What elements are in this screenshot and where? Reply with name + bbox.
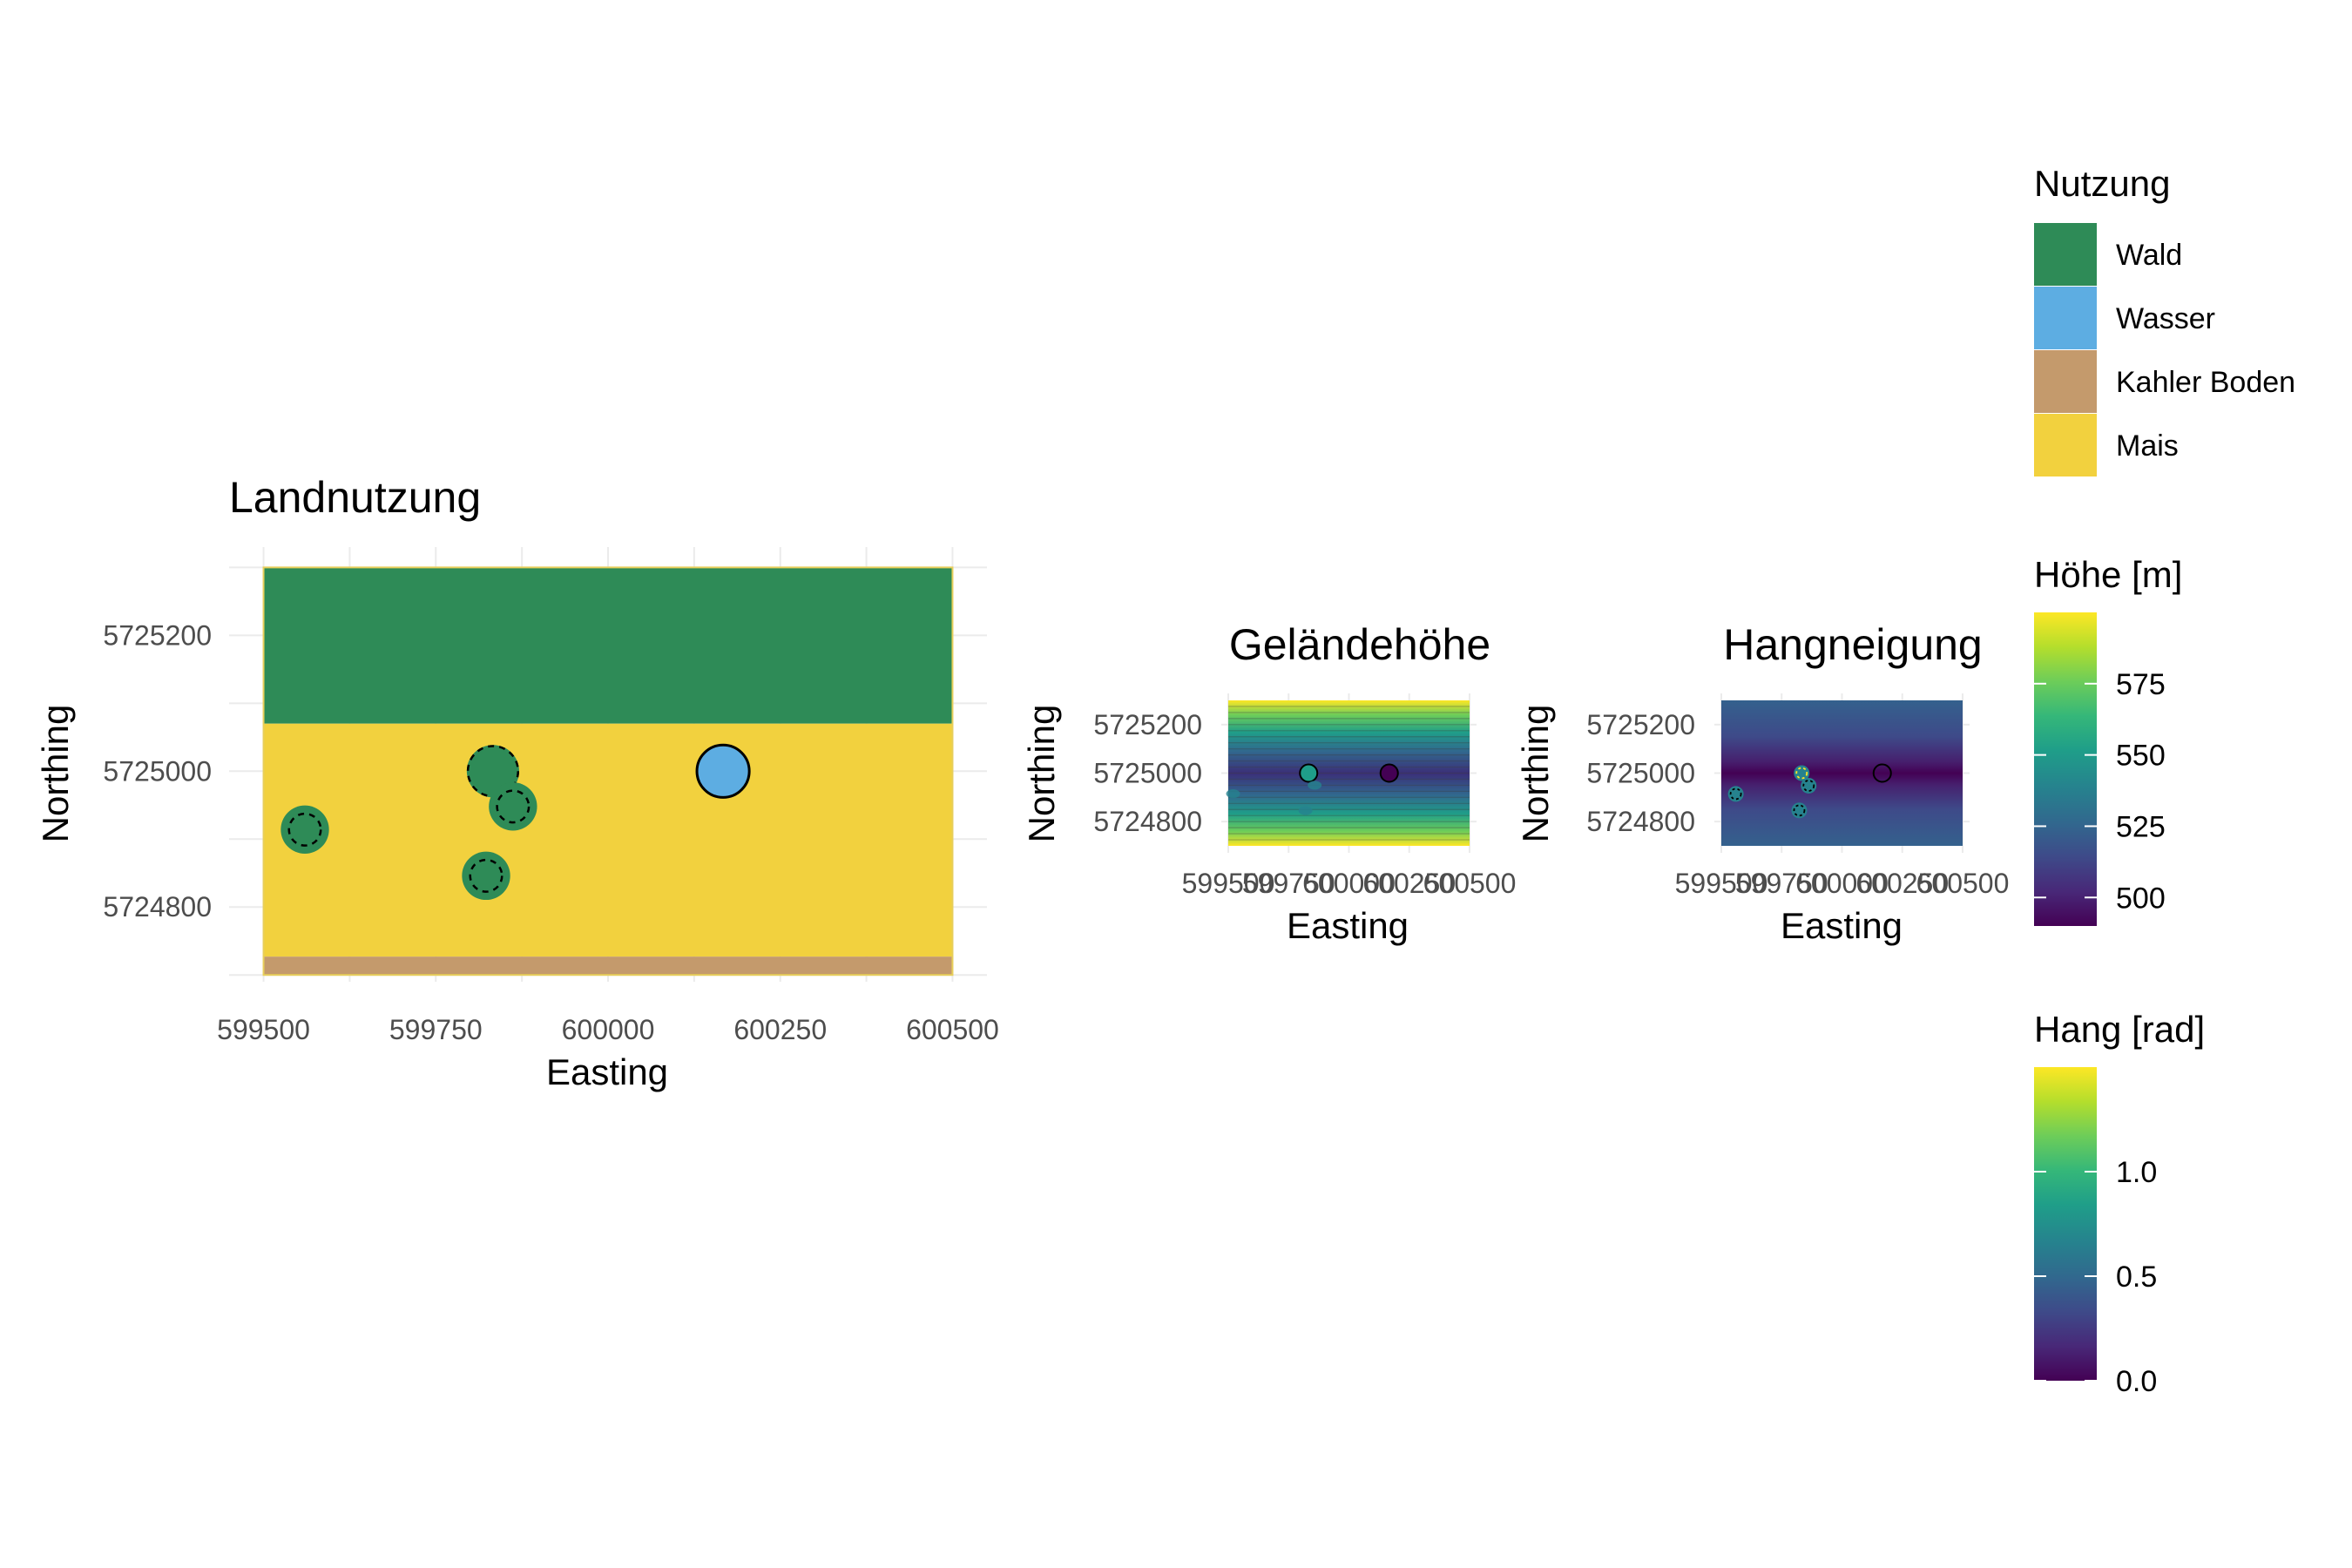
landnutzung-raster-border [262,566,954,977]
landnutzung-y-tick-label: 5724800 [103,891,212,923]
p2-x-tick-label: 600000 [1302,868,1396,899]
legend-hang-title: Hang [rad] [2034,1009,2205,1050]
landnutzung-x-tick-label: 599500 [217,1014,310,1045]
landnutzung-feature-dashed-outline [469,858,504,893]
legend-hang-colorbar [2034,1067,2097,1381]
hangneigung-panel: Hangneigung 5995005997506000006002506005… [1515,620,2009,946]
p2-y-tick-label: 5724800 [1093,806,1202,837]
hangneigung-point-outline [1802,780,1815,792]
p3-y-tick-label: 5724800 [1586,806,1695,837]
legend-hoehe-ticks: 500 525 550 575 [2034,668,2166,915]
landnutzung-y-axis-title: Northing [35,705,76,843]
p3-y-tick-label: 5725000 [1586,758,1695,789]
landnutzung-y-tick-label: 5725200 [103,619,212,651]
gelaendehoehe-x-axis-title: Easting [1287,905,1409,946]
gelaendehoehe-point [1379,763,1399,783]
gelaendehoehe-y-axis-title: Northing [1021,705,1062,843]
legend-hang-ticks: 0.0 0.5 1.0 [2034,1156,2157,1398]
legend-hoehe-tick-label: 525 [2116,810,2166,843]
legend-nutzung: Nutzung Wald Wasser Kahler Boden Mais [2034,163,2295,476]
hangneigung-point-outline [1729,787,1742,801]
landnutzung-title: Landnutzung [229,473,481,522]
legend-hang-tick-label: 1.0 [2116,1156,2157,1189]
landnutzung-y-ticks: 5724800 5725000 5725200 [103,619,212,923]
legend-nutzung-swatch [2034,350,2097,413]
legend-hang: Hang [rad] 0.0 0.5 1.0 [2034,1009,2205,1398]
hangneigung-raster [1721,700,1963,846]
landnutzung-zone-mais [263,723,953,957]
landnutzung-x-axis-title: Easting [546,1051,668,1092]
landnutzung-zone-kahler-boden [263,956,953,976]
landnutzung-panel: Landnutzung 599500 599750 600000 600250 6005… [35,473,999,1092]
gelaendehoehe-points [1226,763,1399,815]
hangneigung-point [1872,763,1892,783]
legend-hoehe-tick-label: 500 [2116,882,2166,915]
gelaendehoehe-raster [1228,700,1470,846]
legend-nutzung-label: Kahler Boden [2116,366,2295,399]
landnutzung-x-tick-label: 600000 [562,1014,655,1045]
p3-x-tick-label: 599500 [1675,868,1768,899]
landnutzung-x-tick-label: 600500 [906,1014,999,1045]
legend-nutzung-label: Wald [2116,239,2182,272]
landnutzung-x-tick-label: 600250 [733,1014,827,1045]
landnutzung-y-tick-label: 5725000 [103,755,212,787]
landnutzung-water-feature [695,743,751,799]
hangneigung-x-axis-title: Easting [1781,905,1903,946]
legend-hoehe-colorbar [2034,612,2097,926]
landnutzung-forest-feature [280,805,329,855]
gelaendehoehe-terrain-bump [1226,789,1240,799]
gelaendehoehe-terrain-bump [1298,806,1313,815]
hangneigung-point-outline [1795,767,1808,780]
landnutzung-feature-dashed-outline [287,812,322,847]
landnutzung-x-tick-label: 599750 [389,1014,483,1045]
legend-hoehe-tick-label: 550 [2116,740,2166,773]
legend-hang-tick-label: 0.0 [2116,1365,2157,1398]
hangneigung-y-ticks: 5724800 5725000 5725200 [1586,709,1695,837]
landnutzung-features [280,743,751,901]
legend-nutzung-swatch [2034,223,2097,286]
legend-nutzung-label: Mais [2116,429,2179,463]
hangneigung-y-axis-title: Northing [1515,705,1556,843]
p3-x-tick-label: 599750 [1735,868,1828,899]
p3-x-tick-label: 600000 [1795,868,1889,899]
gelaendehoehe-panel: Geländehöhe 5995005997506000006002506005… [1021,620,1516,946]
p2-x-tick-label: 600500 [1423,868,1517,899]
landnutzung-feature-dashed-outline [496,789,531,824]
p2-y-tick-label: 5725000 [1093,758,1202,789]
p3-y-tick-label: 5725200 [1586,709,1695,740]
gelaendehoehe-y-ticks: 5724800 5725000 5725200 [1093,709,1202,837]
landnutzung-forest-feature [489,782,537,831]
landnutzung-raster [262,566,954,977]
legend-nutzung-swatch [2034,414,2097,476]
gelaendehoehe-terrain-bump [1308,781,1322,790]
legend-nutzung-items: Wald Wasser Kahler Boden Mais [2034,223,2295,476]
legend-hoehe-title: Höhe [m] [2034,554,2182,595]
hangneigung-point-outline [1793,804,1806,817]
gelaendehoehe-contours [1228,706,1470,841]
landnutzung-zone-wald [263,567,953,724]
legend-hang-tick-label: 0.5 [2116,1260,2157,1294]
p2-x-tick-label: 600250 [1362,868,1456,899]
p2-y-tick-label: 5725200 [1093,709,1202,740]
landnutzung-forest-feature [462,851,510,901]
legend-hoehe: Höhe [m] 500 525 550 575 [2034,554,2182,926]
gelaendehoehe-title: Geländehöhe [1229,620,1490,669]
p3-x-tick-label: 600500 [1916,868,2010,899]
hangneigung-title: Hangneigung [1723,620,1983,669]
p2-x-tick-label: 599750 [1242,868,1335,899]
landnutzung-x-ticks: 599500 599750 600000 600250 600500 [217,1014,999,1045]
legend-hoehe-tick-label: 575 [2116,668,2166,701]
legend-nutzung-label: Wasser [2116,302,2215,335]
legend-nutzung-title: Nutzung [2034,163,2170,204]
p3-x-tick-label: 600250 [1855,868,1949,899]
p2-x-tick-label: 599500 [1182,868,1275,899]
legend-nutzung-swatch [2034,287,2097,349]
hangneigung-points [1727,763,1892,819]
gelaendehoehe-point [1299,763,1319,783]
